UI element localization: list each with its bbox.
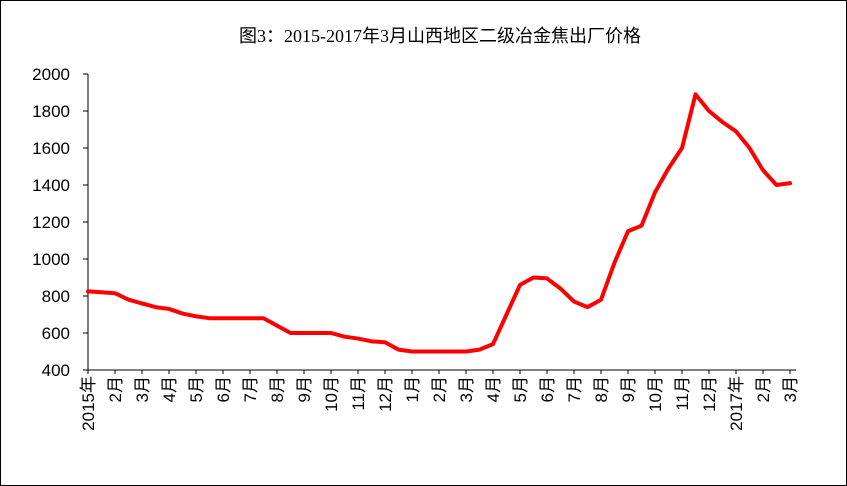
y-tick-label: 1200 (32, 213, 70, 232)
x-tick-label: 2月 (106, 376, 125, 402)
y-tick-label: 1000 (32, 250, 70, 269)
x-tick-label: 2月 (430, 376, 449, 402)
x-tick-label: 8月 (268, 376, 287, 402)
y-tick-label: 400 (42, 361, 70, 380)
x-tick-label: 5月 (187, 376, 206, 402)
x-tick-label: 11月 (349, 376, 368, 411)
line-series (86, 92, 792, 354)
x-tick-label: 4月 (484, 376, 503, 402)
y-tick-label: 1400 (32, 176, 70, 195)
x-tick-label: 9月 (619, 376, 638, 402)
x-tick-label: 5月 (511, 376, 530, 402)
x-tick-label: 3月 (457, 376, 476, 402)
x-tick-label: 10月 (322, 376, 341, 412)
y-tick-label: 600 (42, 324, 70, 343)
y-tick-label: 1600 (32, 139, 70, 158)
x-tick-label: 3月 (133, 376, 152, 402)
x-tick-label: 4月 (160, 376, 179, 402)
x-tick-label: 2015年 (79, 376, 98, 431)
y-tick-label: 800 (42, 287, 70, 306)
x-tick-label: 7月 (241, 376, 260, 402)
y-tick-label: 2000 (32, 65, 70, 84)
x-tick-label: 11月 (673, 376, 692, 411)
x-tick-label: 3月 (781, 376, 800, 402)
x-tick-label: 7月 (565, 376, 584, 402)
x-tick-label: 12月 (376, 376, 395, 412)
x-tick-label: 6月 (538, 376, 557, 402)
x-tick-label: 2月 (754, 376, 773, 402)
chart-title: 图3：2015-2017年3月山西地区二级冶金焦出厂价格 (239, 26, 641, 46)
x-tick-label: 12月 (700, 376, 719, 412)
x-tick-label: 6月 (214, 376, 233, 402)
y-tick-label: 1800 (32, 102, 70, 121)
x-tick-label: 9月 (295, 376, 314, 402)
x-tick-label: 1月 (403, 376, 422, 402)
x-tick-label: 2017年 (727, 376, 746, 431)
x-tick-label: 10月 (646, 376, 665, 412)
x-tick-label: 8月 (592, 376, 611, 402)
